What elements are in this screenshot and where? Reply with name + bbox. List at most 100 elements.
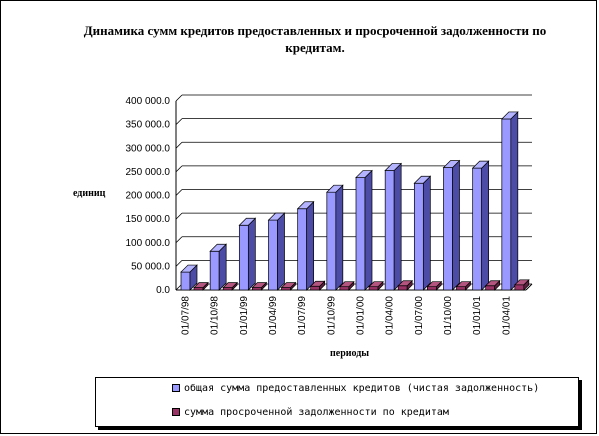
bar-series1-6-side — [364, 169, 373, 291]
x-tick-label: 01/01/99 — [239, 296, 250, 335]
bar-series2-7-top — [397, 280, 414, 287]
bar-series2-8-front — [426, 286, 437, 291]
x-axis-label: периоды — [330, 348, 370, 359]
bar-series1-1-side — [218, 243, 227, 291]
bar-series1-5-front — [326, 191, 337, 291]
bar-series1-10-front — [472, 167, 483, 291]
bar-series2-11-front — [514, 284, 525, 291]
bar-series2-1-top — [222, 282, 239, 288]
y-axis-label: единиц — [73, 188, 106, 199]
x-tick-label: 01/04/99 — [268, 296, 279, 335]
gridline-side-6 — [175, 141, 183, 149]
bar-series1-1-front — [209, 250, 220, 291]
legend-item-series-2: сумма просроченной задолженности по кред… — [172, 407, 449, 418]
bar-series1-10-top — [471, 160, 490, 169]
bar-series1-4-top — [296, 201, 315, 210]
y-tick-label: 200 000.0 — [126, 191, 171, 202]
bar-series1-8-side — [422, 175, 431, 291]
bar-series2-2-top — [251, 282, 268, 288]
bar-series1-9-front — [443, 167, 453, 291]
bar-series2-5-top — [338, 281, 355, 288]
legend-item-series-1: общая сумма предоставленных кредитов (чи… — [172, 383, 539, 394]
bar-series1-0-top — [180, 264, 198, 273]
bar-series1-6-top — [355, 170, 373, 178]
y-tick-label: 300 000.0 — [126, 143, 171, 154]
bar-series2-0-front — [193, 287, 204, 291]
legend-swatch-series-1 — [172, 384, 180, 392]
gridline-side-1 — [175, 260, 183, 267]
bar-series2-11-top — [513, 279, 530, 286]
gridline-side-2 — [175, 236, 183, 244]
chart-title: Динамика сумм кредитов предоставленных и… — [83, 23, 547, 55]
legend-label-series-1: общая сумма предоставленных кредитов (чи… — [184, 383, 540, 394]
bar-series2-6-top — [368, 281, 384, 288]
x-tick-label: 01/10/00 — [443, 296, 454, 335]
legend: общая сумма предоставленных кредитов (чи… — [95, 377, 579, 427]
bar-series1-6-front — [355, 177, 366, 291]
bar-series2-10-top — [484, 280, 501, 287]
bar-series1-8-top — [413, 175, 432, 184]
bar-series2-5-front — [339, 286, 350, 291]
bar-series1-5-side — [335, 184, 344, 291]
bar-series2-7-front — [397, 285, 408, 291]
bar-series2-4-front — [310, 285, 321, 291]
x-tick-label: 01/01/00 — [356, 296, 367, 335]
bar-series2-9-top — [455, 281, 472, 288]
bar-series1-7-side — [393, 162, 402, 291]
bar-series2-0-top — [193, 282, 209, 288]
bar-series2-6-front — [368, 286, 379, 291]
bar-series1-3-front — [268, 219, 278, 291]
bar-series2-8-top — [426, 281, 443, 288]
bar-series1-4-side — [306, 200, 315, 291]
legend-swatch-series-2 — [172, 408, 180, 416]
bar-series1-3-side — [277, 212, 285, 291]
bar-series1-3-top — [267, 212, 286, 221]
bar-series1-0-front — [180, 271, 191, 291]
x-tick-label: 01/10/98 — [210, 296, 221, 335]
bar-series1-1-top — [209, 243, 228, 252]
bar-series1-4-front — [297, 208, 308, 291]
y-tick-label: 100 000.0 — [126, 238, 171, 249]
y-tick-label: 350 000.0 — [126, 120, 171, 131]
x-tick-label: 01/07/00 — [414, 296, 425, 335]
y-tick-label: 50 000.0 — [131, 261, 170, 272]
bar-series1-9-side — [452, 159, 460, 291]
gridline-side-4 — [175, 189, 183, 196]
bar-series2-2-front — [251, 287, 262, 291]
x-tick-label: 01/04/01 — [501, 296, 512, 335]
bar-series1-7-top — [384, 163, 403, 171]
y-tick-label: 250 000.0 — [126, 167, 171, 178]
legend-label-series-2: сумма просроченной задолженности по кред… — [184, 407, 449, 418]
bar-series2-1-front — [222, 287, 233, 291]
bar-series1-11-front — [501, 118, 512, 291]
bar-series1-10-side — [481, 160, 490, 291]
bar-series1-2-side — [247, 217, 256, 291]
gridline-side-7 — [175, 118, 183, 125]
gridline-side-8 — [175, 94, 183, 102]
bar-series1-5-top — [325, 184, 344, 193]
bar-series1-11-side — [510, 111, 519, 291]
y-tick-label: 150 000.0 — [126, 214, 171, 225]
bar-series2-4-top — [309, 280, 326, 287]
x-tick-label: 01/01/01 — [472, 296, 483, 335]
bar-series1-2-front — [238, 224, 249, 291]
x-tick-label: 01/10/99 — [326, 296, 337, 335]
bar-series2-10-front — [485, 285, 496, 291]
bar-series2-9-front — [456, 286, 466, 291]
bar-series2-3-top — [280, 282, 297, 288]
gridline-side-5 — [175, 165, 183, 173]
bar-series1-7-front — [384, 170, 395, 291]
gridline-side-3 — [175, 212, 183, 220]
bar-series1-2-top — [238, 217, 257, 226]
bar-series1-8-front — [413, 182, 424, 291]
x-tick-label: 01/04/00 — [385, 296, 396, 335]
bar-series1-9-top — [442, 160, 461, 168]
x-tick-label: 01/07/98 — [181, 296, 192, 335]
bar-series1-11-top — [500, 111, 519, 120]
floor-edge — [525, 283, 533, 291]
bar-series2-3-front — [281, 287, 291, 291]
y-tick-label: 400 000.0 — [126, 96, 171, 107]
x-tick-label: 01/07/99 — [297, 296, 308, 335]
